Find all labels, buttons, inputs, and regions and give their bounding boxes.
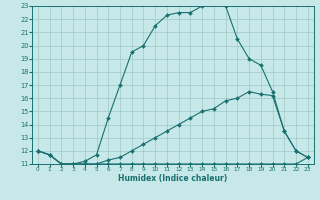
X-axis label: Humidex (Indice chaleur): Humidex (Indice chaleur) [118,174,228,183]
